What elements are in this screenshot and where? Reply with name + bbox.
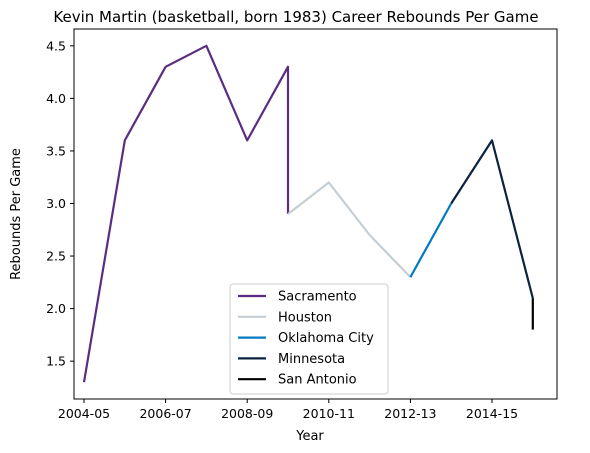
- legend-label: Oklahoma City: [278, 331, 374, 346]
- y-axis-label: Rebounds Per Game: [9, 148, 24, 280]
- x-tick-label: 2006-07: [139, 406, 191, 421]
- y-tick-label: 2.5: [46, 249, 66, 264]
- x-axis-label: Year: [295, 429, 324, 444]
- y-tick-label: 3.5: [46, 143, 66, 158]
- y-tick-label: 3.0: [46, 196, 66, 211]
- y-tick-label: 4.0: [46, 91, 66, 106]
- y-tick-label: 1.5: [46, 354, 66, 369]
- series-line-minnesota: [450, 139, 534, 299]
- legend-label: Houston: [278, 310, 332, 325]
- legend-label: San Antonio: [278, 373, 357, 388]
- series-line-sacramento: [82, 44, 290, 383]
- legend-box: [229, 283, 389, 395]
- x-tick-label: 2008-09: [221, 406, 273, 421]
- chart-title: Kevin Martin (basketball, born 1983) Car…: [53, 8, 538, 26]
- x-axis: 2004-05 2006-07 2008-09 2010-11 2012-13 2014-…: [58, 399, 518, 421]
- x-tick-label: 2012-13: [384, 406, 436, 421]
- plot-area-frame: [73, 28, 558, 400]
- y-tick-label: 2.0: [46, 301, 66, 316]
- legend-label: Sacramento: [278, 290, 357, 305]
- x-tick-label: 2010-11: [303, 406, 355, 421]
- y-tick-label: 4.5: [46, 38, 66, 53]
- series-line-oklahoma-city: [409, 202, 453, 278]
- x-tick-label: 2014-15: [466, 406, 518, 421]
- x-tick-label: 2004-05: [58, 406, 110, 421]
- y-axis: 1.5 2.0 2.5 3.0 3.5 4.0 4.5: [46, 38, 74, 369]
- legend-label: Minnesota: [278, 352, 345, 367]
- legend: Sacramento Houston Oklahoma City Minnesota S…: [229, 283, 389, 395]
- series-layer: [82, 44, 534, 383]
- series-line-houston: [287, 181, 412, 278]
